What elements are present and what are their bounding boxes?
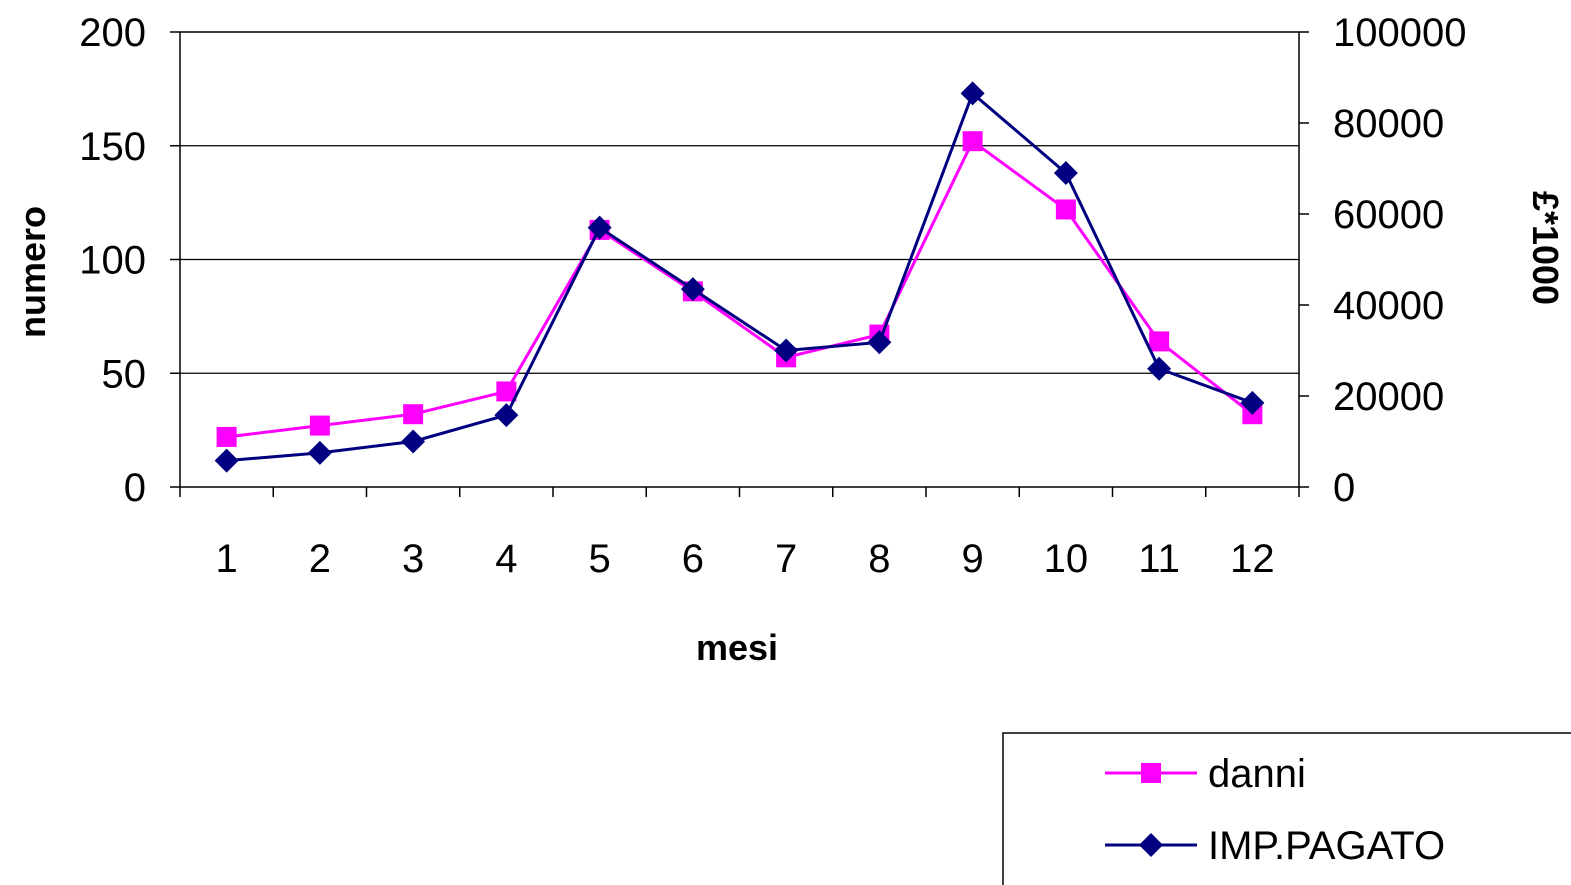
y-tick-label: 100 <box>79 239 146 283</box>
series-2 <box>214 81 1265 473</box>
data-point <box>216 426 237 447</box>
data-point <box>587 215 612 240</box>
data-point <box>962 131 983 152</box>
legend-marker <box>1141 763 1161 783</box>
legend-item: IMP.PAGATO <box>1105 824 1445 868</box>
data-point <box>401 429 426 454</box>
x-tick-label: 5 <box>589 537 611 581</box>
x-tick-label: 11 <box>1138 537 1180 581</box>
x-tick-label: 1 <box>216 537 238 581</box>
right-axis-tick-labels: 0 20000 40000 60000 80000 100000 <box>1333 11 1466 510</box>
y2-tick-label: 100000 <box>1333 11 1466 55</box>
data-point <box>1147 356 1172 381</box>
series-line <box>226 138 1254 439</box>
y2-tick-label: 40000 <box>1333 284 1444 328</box>
x-tick-label: 8 <box>868 537 890 581</box>
data-point <box>214 448 239 473</box>
data-point <box>960 81 985 106</box>
y2-axis-title: £*1000 <box>1525 191 1566 305</box>
y-tick-label: 0 <box>124 466 146 510</box>
legend: danni IMP.PAGATO <box>1002 732 1571 885</box>
y2-tick-label: 20000 <box>1333 375 1444 419</box>
data-point <box>496 381 517 402</box>
y2-tick-label: 0 <box>1333 466 1355 510</box>
legend-box <box>1002 732 1571 885</box>
legend-label: danni <box>1208 752 1306 796</box>
x-axis-title: mesi <box>696 627 778 668</box>
data-point <box>774 338 799 363</box>
series-1 <box>216 131 1263 447</box>
legend-marker <box>1139 833 1163 857</box>
data-point <box>403 404 424 425</box>
x-tick-label: 10 <box>1044 537 1089 581</box>
series-line <box>226 90 1253 463</box>
left-axis-tick-labels: 0 50 100 150 200 <box>79 11 146 510</box>
y2-tick-label: 80000 <box>1333 102 1444 146</box>
data-point <box>867 330 892 355</box>
legend-label: IMP.PAGATO <box>1208 824 1445 868</box>
data-point <box>680 277 705 302</box>
data-point <box>1053 161 1078 186</box>
x-tick-label: 7 <box>775 537 797 581</box>
axes <box>170 31 1309 497</box>
y-axis-title: numero <box>12 206 53 338</box>
y2-tick-label: 60000 <box>1333 193 1444 237</box>
data-point <box>1149 331 1170 352</box>
data-point <box>309 415 330 436</box>
x-tick-label: 2 <box>309 537 331 581</box>
data-point <box>1240 390 1265 415</box>
y-tick-label: 50 <box>102 352 147 396</box>
x-tick-label: 4 <box>495 537 517 581</box>
x-tick-label: 3 <box>402 537 424 581</box>
data-point <box>307 440 332 465</box>
data-point <box>1055 199 1076 220</box>
y-tick-label: 150 <box>79 125 146 169</box>
x-tick-label: 9 <box>962 537 984 581</box>
legend-item: danni <box>1105 752 1306 796</box>
x-tick-label: 6 <box>682 537 704 581</box>
x-axis-tick-labels: 1 2 3 4 5 6 7 8 9 10 11 12 <box>216 537 1275 581</box>
gridlines <box>179 31 1300 488</box>
x-tick-label: 12 <box>1230 537 1275 581</box>
y-tick-label: 200 <box>79 11 146 55</box>
data-point <box>494 403 519 428</box>
series-layer <box>214 81 1265 473</box>
